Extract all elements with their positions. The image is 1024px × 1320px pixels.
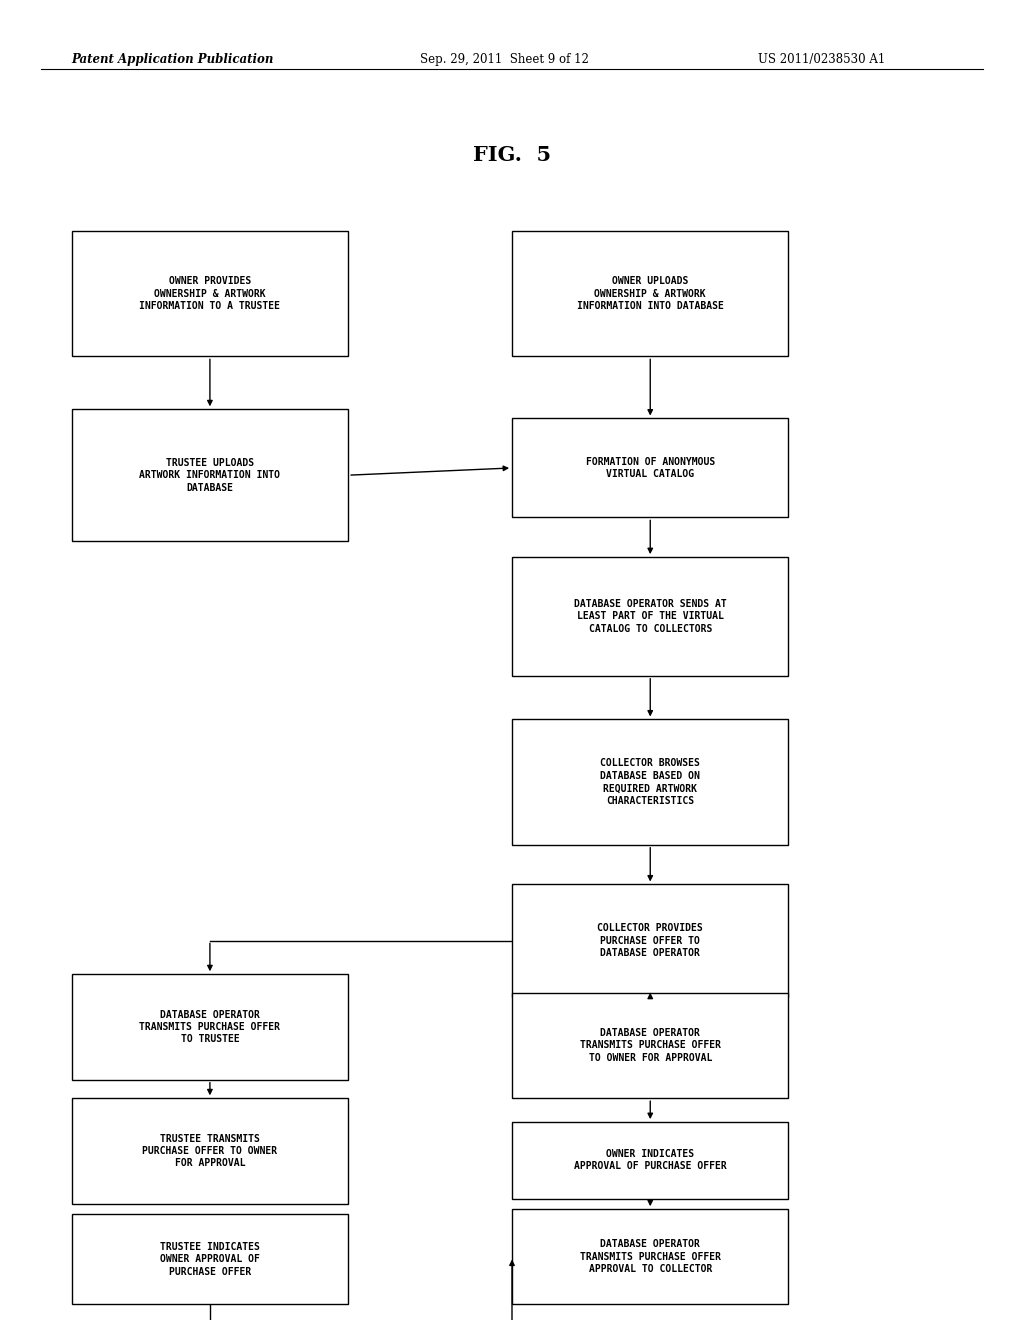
Text: OWNER UPLOADS
OWNERSHIP & ARTWORK
INFORMATION INTO DATABASE: OWNER UPLOADS OWNERSHIP & ARTWORK INFORM… bbox=[577, 276, 724, 312]
Text: TRUSTEE UPLOADS
ARTWORK INFORMATION INTO
DATABASE: TRUSTEE UPLOADS ARTWORK INFORMATION INTO… bbox=[139, 458, 281, 492]
Text: DATABASE OPERATOR SENDS AT
LEAST PART OF THE VIRTUAL
CATALOG TO COLLECTORS: DATABASE OPERATOR SENDS AT LEAST PART OF… bbox=[573, 599, 727, 634]
Bar bbox=[512, 993, 788, 1098]
Bar bbox=[512, 1209, 788, 1304]
Bar bbox=[512, 231, 788, 356]
Text: COLLECTOR PROVIDES
PURCHASE OFFER TO
DATABASE OPERATOR: COLLECTOR PROVIDES PURCHASE OFFER TO DAT… bbox=[597, 923, 703, 958]
Text: COLLECTOR BROWSES
DATABASE BASED ON
REQUIRED ARTWORK
CHARACTERISTICS: COLLECTOR BROWSES DATABASE BASED ON REQU… bbox=[600, 759, 700, 805]
Bar bbox=[512, 557, 788, 676]
Text: TRUSTEE TRANSMITS
PURCHASE OFFER TO OWNER
FOR APPROVAL: TRUSTEE TRANSMITS PURCHASE OFFER TO OWNE… bbox=[142, 1134, 278, 1168]
Bar bbox=[72, 974, 348, 1080]
Text: DATABASE OPERATOR
TRANSMITS PURCHASE OFFER
TO OWNER FOR APPROVAL: DATABASE OPERATOR TRANSMITS PURCHASE OFF… bbox=[580, 1028, 721, 1063]
Text: TRUSTEE INDICATES
OWNER APPROVAL OF
PURCHASE OFFER: TRUSTEE INDICATES OWNER APPROVAL OF PURC… bbox=[160, 1242, 260, 1276]
Bar bbox=[512, 418, 788, 517]
Bar bbox=[72, 1098, 348, 1204]
Bar bbox=[512, 884, 788, 997]
Text: FIG.  5: FIG. 5 bbox=[473, 145, 551, 165]
Text: OWNER INDICATES
APPROVAL OF PURCHASE OFFER: OWNER INDICATES APPROVAL OF PURCHASE OFF… bbox=[573, 1150, 727, 1171]
Text: OWNER PROVIDES
OWNERSHIP & ARTWORK
INFORMATION TO A TRUSTEE: OWNER PROVIDES OWNERSHIP & ARTWORK INFOR… bbox=[139, 276, 281, 312]
Bar bbox=[72, 231, 348, 356]
Text: DATABASE OPERATOR
TRANSMITS PURCHASE OFFER
TO TRUSTEE: DATABASE OPERATOR TRANSMITS PURCHASE OFF… bbox=[139, 1010, 281, 1044]
Text: Patent Application Publication: Patent Application Publication bbox=[72, 53, 274, 66]
Text: DATABASE OPERATOR
TRANSMITS PURCHASE OFFER
APPROVAL TO COLLECTOR: DATABASE OPERATOR TRANSMITS PURCHASE OFF… bbox=[580, 1239, 721, 1274]
Text: US 2011/0238530 A1: US 2011/0238530 A1 bbox=[758, 53, 885, 66]
Bar bbox=[512, 719, 788, 845]
Bar bbox=[512, 1122, 788, 1199]
Text: FORMATION OF ANONYMOUS
VIRTUAL CATALOG: FORMATION OF ANONYMOUS VIRTUAL CATALOG bbox=[586, 457, 715, 479]
Text: Sep. 29, 2011  Sheet 9 of 12: Sep. 29, 2011 Sheet 9 of 12 bbox=[420, 53, 589, 66]
Bar bbox=[72, 1214, 348, 1304]
Bar bbox=[72, 409, 348, 541]
